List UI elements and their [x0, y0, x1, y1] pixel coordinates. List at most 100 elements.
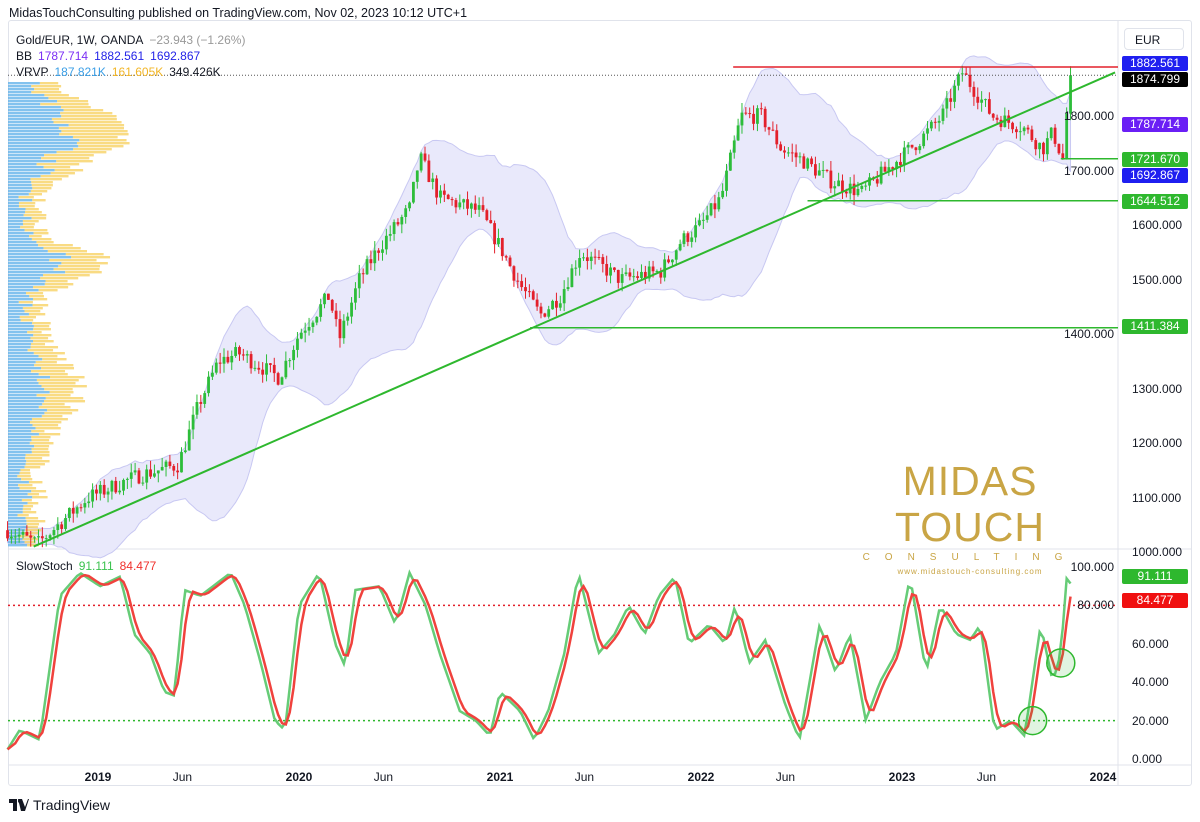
candle	[1053, 127, 1057, 144]
candle	[392, 222, 396, 235]
candle	[257, 367, 261, 370]
candle	[659, 270, 663, 278]
candle	[114, 480, 118, 493]
volume-profile-up-bar	[8, 316, 20, 319]
vrvp-legend[interactable]: VRVP 187.821K 161.605K 349.426K	[16, 65, 227, 79]
candle	[481, 205, 485, 211]
volume-profile-up-bar	[8, 265, 59, 268]
candle	[902, 147, 906, 166]
bb-legend[interactable]: BB 1787.714 1882.561 1692.867	[16, 49, 206, 63]
candle	[953, 85, 956, 102]
volume-profile-up-bar	[8, 523, 27, 526]
candle	[473, 203, 477, 210]
candle	[806, 158, 810, 169]
volume-profile-down-bar	[44, 154, 94, 157]
volume-profile-up-bar	[8, 268, 54, 271]
candle	[651, 266, 655, 272]
candle	[342, 320, 346, 339]
volume-profile-down-bar	[58, 265, 101, 268]
volume-profile-up-bar	[8, 187, 33, 190]
stoch-legend[interactable]: SlowStoch 91.111 84.477	[16, 559, 162, 573]
candle	[280, 377, 284, 385]
volume-profile-up-bar	[8, 322, 33, 325]
candle	[404, 208, 408, 217]
volume-profile-up-bar	[8, 514, 18, 517]
symbol-legend[interactable]: Gold/EUR, 1W, OANDA −23.943 (−1.26%)	[16, 33, 251, 47]
volume-profile-up-bar	[8, 373, 39, 376]
volume-profile-down-bar	[44, 388, 73, 391]
volume-profile-up-bar	[8, 370, 32, 373]
price-axis-label: 1700.000	[1063, 163, 1114, 178]
candle	[1065, 113, 1069, 159]
candle	[187, 429, 191, 451]
volume-profile-down-bar	[28, 481, 43, 484]
tradingview-brand[interactable]: TradingView	[9, 797, 110, 813]
volume-profile-up-bar	[8, 511, 23, 514]
volume-profile-up-bar	[8, 355, 39, 358]
volume-profile-down-bar	[17, 475, 31, 478]
candle	[431, 178, 435, 183]
candle	[736, 125, 740, 141]
currency-button[interactable]: EUR	[1124, 28, 1184, 50]
candle	[582, 257, 585, 259]
candle	[682, 233, 686, 245]
candle	[504, 256, 508, 258]
candle	[860, 185, 864, 189]
candle	[1042, 142, 1045, 155]
volume-profile-up-bar	[8, 475, 18, 478]
candle	[500, 238, 504, 257]
volume-profile-up-bar	[8, 409, 48, 412]
candle	[991, 113, 995, 118]
volume-profile-down-bar	[23, 505, 34, 508]
candle	[624, 272, 628, 275]
volume-profile-up-bar	[8, 481, 29, 484]
volume-profile-down-bar	[25, 457, 43, 460]
volume-profile-up-bar	[8, 196, 19, 199]
candle	[176, 470, 180, 473]
candle	[852, 183, 856, 196]
candle	[64, 518, 67, 529]
volume-profile-down-bar	[40, 103, 89, 106]
candle	[466, 199, 469, 209]
candle	[145, 469, 149, 483]
candle	[160, 466, 164, 471]
candle	[79, 507, 83, 509]
candle	[307, 326, 311, 331]
volume-profile-down-bar	[25, 454, 50, 457]
volume-profile-up-bar	[8, 436, 32, 439]
volume-profile-down-bar	[32, 322, 51, 325]
candle	[1011, 122, 1014, 130]
candle	[98, 484, 102, 494]
volume-profile-down-bar	[31, 184, 53, 187]
logo-url: www.midastouch-consulting.com	[897, 567, 1043, 576]
candle	[628, 272, 632, 277]
candle	[960, 73, 964, 75]
candle	[1069, 75, 1072, 114]
candle	[941, 108, 945, 121]
volume-profile-down-bar	[36, 241, 54, 244]
candle	[1015, 129, 1018, 133]
volume-profile-down-bar	[26, 523, 39, 526]
candle	[199, 402, 203, 404]
candle	[891, 167, 895, 170]
volume-profile-up-bar	[8, 205, 19, 208]
volume-profile-up-bar	[8, 454, 26, 457]
candle	[21, 532, 25, 535]
volume-profile-down-bar	[53, 121, 122, 124]
bb-basis: 1787.714	[38, 49, 89, 63]
volume-profile-down-bar	[49, 259, 97, 262]
volume-profile-up-bar	[8, 445, 35, 448]
candle	[906, 144, 910, 148]
candle	[566, 287, 570, 290]
candle	[698, 220, 701, 226]
candle	[686, 233, 690, 242]
candle	[593, 256, 597, 258]
candle	[798, 156, 802, 158]
volume-profile-up-bar	[8, 133, 60, 136]
volume-profile-up-bar	[8, 529, 26, 532]
volume-profile-down-bar	[47, 409, 79, 412]
volume-profile-up-bar	[8, 169, 55, 172]
candle	[33, 537, 37, 539]
candle	[1038, 142, 1042, 150]
